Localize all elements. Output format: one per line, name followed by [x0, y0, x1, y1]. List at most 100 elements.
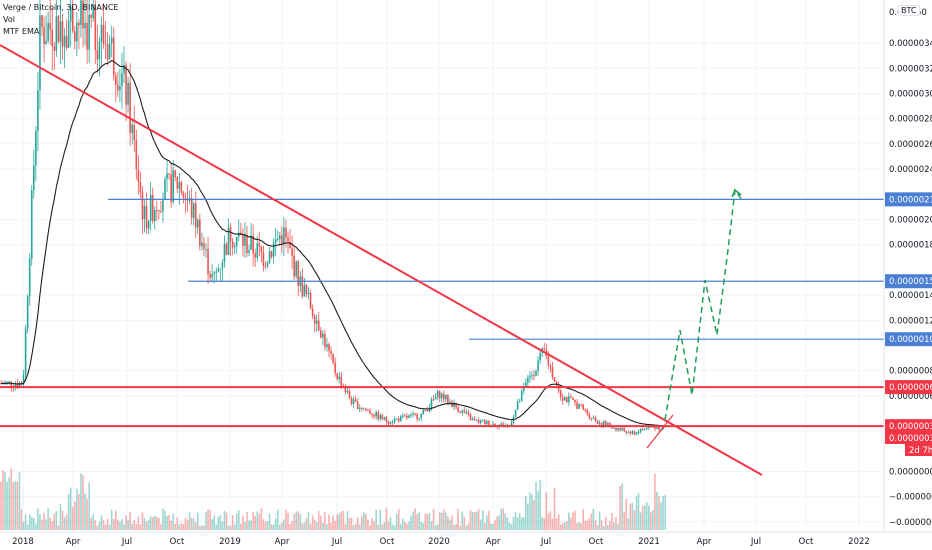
candle-body — [260, 246, 263, 252]
candle-body — [231, 241, 234, 248]
volume-bar — [340, 511, 343, 530]
volume-bar — [658, 496, 660, 530]
volume-bar — [484, 522, 486, 530]
price-axis[interactable]: 0.00000340 0.00000320 0.00000300 0.00000280… — [883, 0, 932, 532]
volume-bar — [125, 515, 127, 530]
volume-bar — [375, 509, 377, 530]
volume-bar — [555, 518, 558, 530]
candle-body — [598, 422, 601, 424]
candle-body — [289, 241, 291, 249]
candle-body — [361, 407, 363, 409]
y-tick-label: 0.00000080 — [889, 367, 932, 377]
volume-bar — [94, 520, 97, 530]
candle-body — [176, 177, 179, 189]
volume-bar — [240, 523, 242, 530]
candle-body — [422, 409, 425, 414]
candle-body — [473, 418, 476, 421]
candle-body — [408, 415, 410, 418]
candle-body — [221, 262, 224, 269]
volume-bar — [559, 524, 562, 530]
indicator-legend[interactable]: MTF EMA — [3, 27, 40, 36]
candle-body — [658, 427, 660, 430]
currency-badge[interactable]: BTC — [898, 5, 920, 16]
volume-bar — [531, 494, 533, 530]
volume-bar — [352, 525, 355, 530]
volume-bar — [229, 525, 232, 530]
volume-bar — [449, 519, 451, 530]
candle-body — [158, 210, 160, 212]
candle-body — [566, 397, 568, 403]
candle-body — [463, 410, 466, 413]
volume-bar — [281, 522, 283, 530]
candle-body — [414, 413, 416, 415]
candle-body — [338, 376, 341, 380]
candle-body — [80, 0, 82, 26]
volume-bar — [74, 501, 76, 530]
candle-body — [233, 245, 236, 248]
descending-trendline[interactable] — [0, 44, 763, 476]
candle-body — [320, 330, 322, 338]
volume-bar — [26, 524, 29, 530]
volume-bar — [438, 512, 441, 530]
volume-bar — [479, 519, 482, 530]
volume-bar — [451, 515, 453, 530]
candle-body — [502, 423, 505, 427]
y-tick-label: 0.00000280 — [889, 115, 932, 125]
symbol-title[interactable]: Verge / Bitcoin, 3D, BINANCE — [3, 3, 119, 12]
volume-bar — [322, 522, 324, 530]
candle-body — [235, 236, 238, 246]
candle-body — [459, 411, 461, 413]
candle-body — [399, 416, 402, 422]
volume-bar — [584, 520, 587, 530]
candle-body — [645, 427, 648, 430]
candle-body — [139, 181, 142, 193]
volume-bar — [486, 515, 488, 530]
volume-bar — [334, 520, 336, 530]
time-axis[interactable]: 2018 Apr Jul Oct 2019 Apr Jul Oct 2020 Apr Jul Oct 2… — [0, 531, 932, 547]
candle-body — [438, 391, 441, 399]
candle-body — [238, 232, 240, 237]
volume-bar — [90, 517, 92, 530]
candle-body — [631, 431, 634, 434]
candle-body — [112, 37, 115, 76]
candle-body — [131, 124, 133, 133]
level-price-label: 0.00000067 — [889, 383, 932, 393]
volume-bar — [566, 520, 568, 530]
candle-body — [373, 415, 375, 417]
volume-bar — [416, 514, 418, 530]
volume-bar — [664, 494, 666, 530]
countdown-box — [905, 444, 932, 456]
projection-path[interactable] — [664, 187, 743, 421]
candle-body — [371, 413, 373, 416]
candle-body — [426, 410, 429, 412]
candle-body — [529, 375, 531, 378]
volume-bar — [108, 524, 111, 530]
volume-bars — [0, 468, 666, 530]
price-labels: 0.00000216 0.00000151 0.00000105 0.00000067… — [885, 192, 932, 456]
candle-body — [578, 403, 580, 409]
volume-bar — [424, 513, 427, 530]
candle-body — [84, 22, 86, 29]
candle-body — [451, 401, 453, 408]
candle-body — [391, 422, 394, 424]
volume-bar — [8, 477, 10, 530]
candle-body — [106, 44, 109, 60]
volume-bar — [160, 524, 162, 530]
candle-body — [358, 407, 361, 410]
candle-body — [256, 243, 259, 258]
volume-legend[interactable]: Vol — [3, 15, 15, 24]
volume-bar — [660, 502, 662, 530]
volume-bar — [406, 523, 408, 530]
support-trendline[interactable] — [646, 414, 674, 449]
candle-body — [45, 40, 47, 45]
x-tick-label: 2018 — [12, 537, 34, 547]
candle-body — [270, 251, 273, 257]
volume-bar — [481, 509, 484, 530]
volume-bar — [361, 516, 363, 530]
horizontal-levels[interactable] — [0, 198, 884, 428]
volume-bar — [594, 519, 597, 530]
candle-body — [547, 356, 550, 366]
volume-bar — [625, 498, 628, 530]
volume-bar — [180, 523, 183, 530]
